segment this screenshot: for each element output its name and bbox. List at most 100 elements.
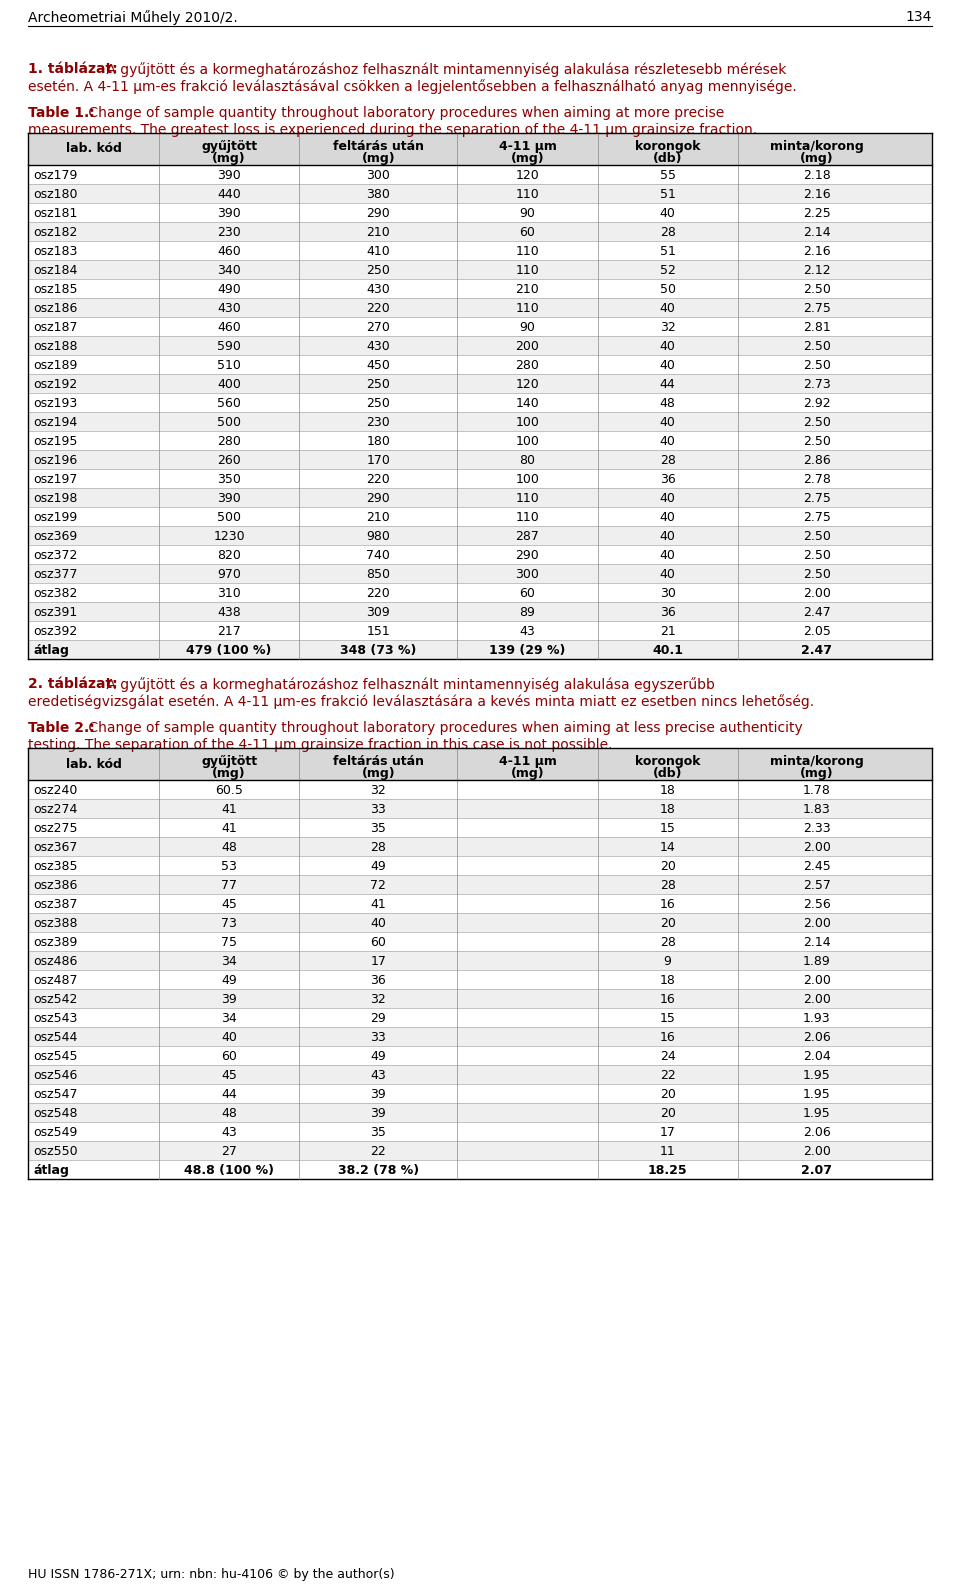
Text: 2.56: 2.56 bbox=[803, 899, 830, 911]
Text: 2.25: 2.25 bbox=[803, 208, 830, 220]
Text: 44: 44 bbox=[660, 377, 676, 391]
Text: 390: 390 bbox=[217, 208, 241, 220]
Text: 110: 110 bbox=[516, 246, 540, 258]
Text: 18: 18 bbox=[660, 785, 676, 797]
Text: osz391: osz391 bbox=[33, 605, 77, 620]
Text: 2. táblázat:: 2. táblázat: bbox=[28, 677, 118, 691]
Bar bbox=[28, 913, 932, 932]
Text: osz385: osz385 bbox=[33, 861, 78, 873]
Text: 210: 210 bbox=[367, 227, 390, 239]
Text: measurements. The greatest loss is experienced during the separation of the 4-11: measurements. The greatest loss is exper… bbox=[28, 124, 757, 136]
Text: 380: 380 bbox=[367, 189, 390, 201]
Text: 16: 16 bbox=[660, 992, 676, 1006]
Text: 4-11 μm: 4-11 μm bbox=[498, 754, 557, 769]
Bar bbox=[28, 780, 932, 799]
Text: 2.04: 2.04 bbox=[803, 1049, 830, 1064]
Text: 28: 28 bbox=[660, 937, 676, 949]
Text: 2.81: 2.81 bbox=[803, 322, 830, 334]
Text: 43: 43 bbox=[221, 1125, 237, 1140]
Text: 89: 89 bbox=[519, 605, 536, 620]
Text: 40: 40 bbox=[660, 491, 676, 506]
Text: 479 (100 %): 479 (100 %) bbox=[186, 644, 272, 658]
Text: 2.75: 2.75 bbox=[803, 303, 830, 315]
Text: 300: 300 bbox=[516, 567, 540, 582]
Text: 40: 40 bbox=[660, 434, 676, 449]
Text: osz185: osz185 bbox=[33, 284, 78, 296]
Text: 2.16: 2.16 bbox=[803, 246, 830, 258]
Text: 390: 390 bbox=[217, 491, 241, 506]
Text: HU ISSN 1786-271X; urn: nbn: hu-4106 © by the author(s): HU ISSN 1786-271X; urn: nbn: hu-4106 © b… bbox=[28, 1568, 395, 1580]
Bar bbox=[28, 640, 932, 659]
Text: 740: 740 bbox=[367, 548, 390, 563]
Text: osz184: osz184 bbox=[33, 265, 78, 277]
Text: 280: 280 bbox=[516, 358, 540, 372]
Text: lab. kód: lab. kód bbox=[65, 143, 122, 155]
Text: 28: 28 bbox=[660, 880, 676, 892]
Text: osz195: osz195 bbox=[33, 434, 78, 449]
Text: osz547: osz547 bbox=[33, 1087, 78, 1102]
Text: átlag: átlag bbox=[33, 1163, 69, 1178]
Text: 40: 40 bbox=[660, 303, 676, 315]
Text: 34: 34 bbox=[221, 956, 237, 968]
Text: 35: 35 bbox=[371, 1125, 386, 1140]
Text: 100: 100 bbox=[516, 472, 540, 487]
Text: osz240: osz240 bbox=[33, 785, 78, 797]
Text: 15: 15 bbox=[660, 1011, 676, 1025]
Text: 2.47: 2.47 bbox=[803, 605, 830, 620]
Text: 110: 110 bbox=[516, 303, 540, 315]
Bar bbox=[28, 1065, 932, 1084]
Text: osz389: osz389 bbox=[33, 937, 78, 949]
Text: 110: 110 bbox=[516, 265, 540, 277]
Text: 560: 560 bbox=[217, 396, 241, 411]
Text: 43: 43 bbox=[371, 1068, 386, 1083]
Text: 140: 140 bbox=[516, 396, 540, 411]
Bar bbox=[28, 1141, 932, 1160]
Text: 139 (29 %): 139 (29 %) bbox=[490, 644, 565, 658]
Text: osz544: osz544 bbox=[33, 1030, 78, 1045]
Text: 100: 100 bbox=[516, 415, 540, 430]
Text: 22: 22 bbox=[660, 1068, 676, 1083]
Text: 80: 80 bbox=[519, 453, 536, 468]
Text: 2.00: 2.00 bbox=[803, 1144, 830, 1159]
Text: korongok: korongok bbox=[635, 139, 701, 154]
Text: osz275: osz275 bbox=[33, 823, 78, 835]
Text: 20: 20 bbox=[660, 1087, 676, 1102]
Text: 77: 77 bbox=[221, 880, 237, 892]
Bar bbox=[28, 450, 932, 469]
Text: 350: 350 bbox=[217, 472, 241, 487]
Text: 72: 72 bbox=[371, 880, 386, 892]
Text: 40: 40 bbox=[660, 529, 676, 544]
Text: 40: 40 bbox=[660, 510, 676, 525]
Text: osz186: osz186 bbox=[33, 303, 78, 315]
Text: 2.50: 2.50 bbox=[803, 284, 830, 296]
Text: 2.45: 2.45 bbox=[803, 861, 830, 873]
Text: 120: 120 bbox=[516, 377, 540, 391]
Bar bbox=[28, 222, 932, 241]
Bar bbox=[28, 133, 932, 165]
Bar bbox=[28, 894, 932, 913]
Text: 45: 45 bbox=[221, 1068, 237, 1083]
Text: 110: 110 bbox=[516, 510, 540, 525]
Text: 820: 820 bbox=[217, 548, 241, 563]
Text: 2.05: 2.05 bbox=[803, 624, 830, 639]
Text: 2.92: 2.92 bbox=[803, 396, 830, 411]
Text: 14: 14 bbox=[660, 842, 676, 854]
Text: 2.57: 2.57 bbox=[803, 880, 830, 892]
Text: 110: 110 bbox=[516, 491, 540, 506]
Text: 450: 450 bbox=[367, 358, 390, 372]
Bar bbox=[28, 818, 932, 837]
Bar bbox=[28, 951, 932, 970]
Text: 1230: 1230 bbox=[213, 529, 245, 544]
Text: eredetiségvizsgálat esetén. A 4-11 μm-es frakció leválasztására a kevés minta mi: eredetiségvizsgálat esetén. A 4-11 μm-es… bbox=[28, 694, 814, 708]
Bar bbox=[28, 184, 932, 203]
Text: osz199: osz199 bbox=[33, 510, 77, 525]
Text: 40: 40 bbox=[371, 918, 386, 930]
Text: 40: 40 bbox=[660, 415, 676, 430]
Text: 45: 45 bbox=[221, 899, 237, 911]
Text: 110: 110 bbox=[516, 189, 540, 201]
Text: osz546: osz546 bbox=[33, 1068, 78, 1083]
Text: 18: 18 bbox=[660, 804, 676, 816]
Bar bbox=[28, 856, 932, 875]
Text: 250: 250 bbox=[367, 377, 390, 391]
Text: osz367: osz367 bbox=[33, 842, 78, 854]
